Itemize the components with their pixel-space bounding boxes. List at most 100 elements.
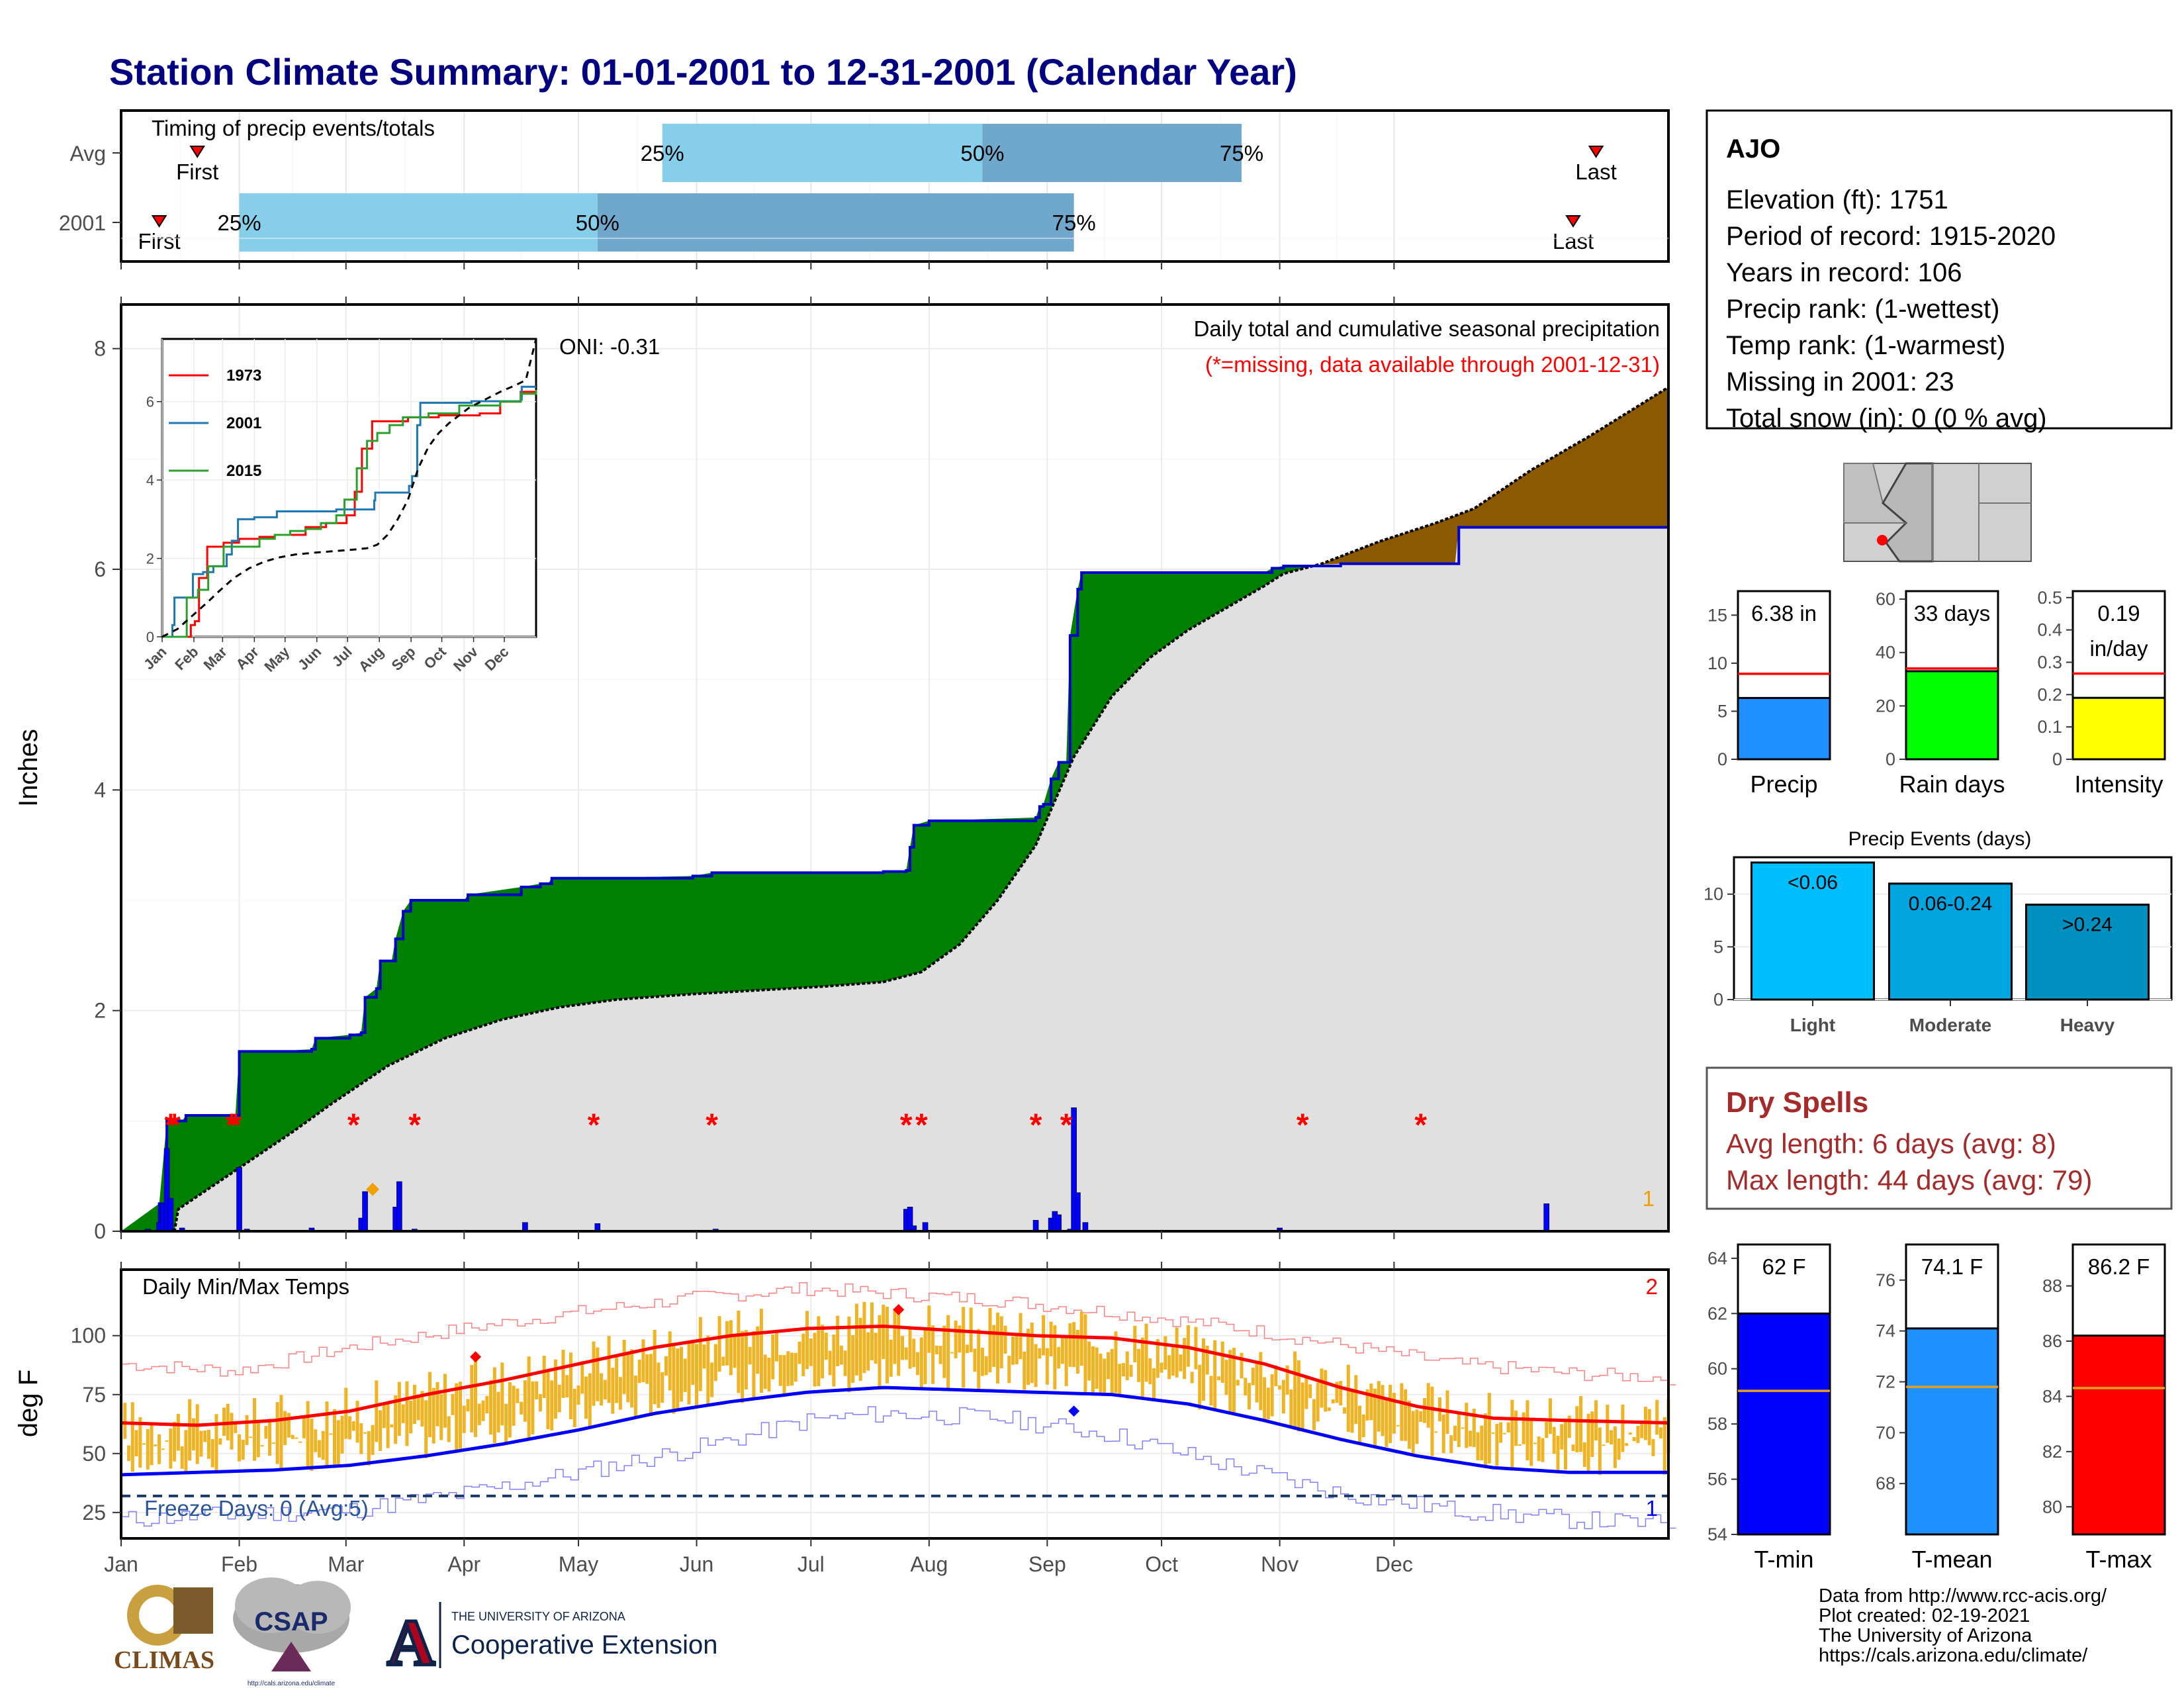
- daily-temp-bar: [1224, 1360, 1228, 1395]
- daily-temp-bar: [1659, 1427, 1662, 1438]
- inset-series-line: [162, 389, 537, 638]
- daily-temp-bar: [371, 1425, 375, 1456]
- daily-temp-bar: [1163, 1336, 1167, 1370]
- daily-temp-bar: [516, 1388, 520, 1403]
- summary-ytick-label: 62: [1707, 1303, 1727, 1323]
- precip-title: Daily total and cumulative seasonal prec…: [1194, 316, 1660, 341]
- daily-temp-bar: [1125, 1351, 1129, 1381]
- station-info-line: Temp rank: (1-warmest): [1726, 331, 2005, 360]
- events-category-label: Moderate: [1909, 1015, 1991, 1035]
- daily-temp-bar: [1129, 1364, 1133, 1377]
- daily-temp-bar: [729, 1320, 733, 1376]
- daily-temp-bar: [980, 1347, 984, 1376]
- daily-temp-bar: [1209, 1376, 1213, 1406]
- first-label: First: [138, 229, 181, 254]
- daily-temp-bar: [1072, 1322, 1076, 1368]
- daily-temp-bar: [1152, 1368, 1156, 1400]
- daily-temp-bar: [1118, 1364, 1122, 1395]
- daily-temp-bar: [203, 1430, 207, 1442]
- summary-ytick-label: 88: [2042, 1276, 2062, 1296]
- daily-temp-bar: [1510, 1399, 1514, 1470]
- deficit-area: [1321, 387, 1668, 565]
- daily-temp-bar: [485, 1395, 489, 1414]
- inset-ytick-label: 2: [146, 551, 154, 567]
- daily-temp-bar: [428, 1372, 432, 1438]
- daily-temp-bar: [702, 1344, 706, 1369]
- daily-temp-bar: [1312, 1399, 1316, 1430]
- ua-big-text: Cooperative Extension: [451, 1630, 717, 1660]
- summary-value-label: 62 F: [1762, 1254, 1805, 1279]
- daily-temp-bar: [912, 1338, 916, 1368]
- daily-temp-bar: [310, 1419, 314, 1472]
- daily-temp-bar: [797, 1341, 801, 1364]
- daily-temp-bar: [1213, 1340, 1217, 1410]
- daily-temp-bar: [633, 1376, 637, 1417]
- month-label: Sep: [1028, 1552, 1066, 1576]
- daily-temp-bar: [1662, 1417, 1666, 1475]
- daily-temp-bar: [1099, 1353, 1103, 1393]
- month-label: Oct: [1145, 1552, 1178, 1576]
- month-label: May: [559, 1552, 598, 1576]
- daily-temp-bar: [1201, 1338, 1205, 1401]
- page-title: Station Climate Summary: 01-01-2001 to 1…: [109, 51, 1297, 93]
- credits: Data from http://www.rcc-acis.org/Plot c…: [1819, 1585, 2107, 1666]
- climas-emblem-inner: [139, 1597, 176, 1634]
- daily-temp-bar: [1590, 1411, 1594, 1457]
- daily-temp-bar: [1560, 1424, 1564, 1450]
- daily-temp-bar: [287, 1413, 291, 1438]
- daily-temp-bar: [999, 1316, 1003, 1369]
- timing-bar-25-50: [662, 124, 983, 182]
- daily-temp-bar: [1396, 1425, 1400, 1427]
- daily-temp-bar: [801, 1333, 805, 1376]
- csap-cloud-right: [285, 1581, 351, 1634]
- precip-ytick-label: 8: [94, 337, 106, 361]
- daily-temp-bar: [298, 1441, 302, 1443]
- daily-temp-bar: [839, 1345, 843, 1365]
- daily-temp-bar: [1586, 1413, 1590, 1474]
- daily-temp-bar: [1091, 1346, 1095, 1393]
- summary-ytick-label: 84: [2042, 1386, 2062, 1406]
- daily-temp-bar: [1537, 1436, 1541, 1462]
- daily-temp-bar: [683, 1358, 687, 1392]
- daily-precip-bar: [396, 1181, 402, 1232]
- last-marker: [1588, 146, 1604, 158]
- logos: CLIMAS CSAP http://cals.arizona.edu/clim…: [114, 1577, 717, 1687]
- daily-temp-bar: [520, 1401, 523, 1415]
- daily-temp-bar: [862, 1301, 866, 1374]
- precip-subtitle: (*=missing, data available through 2001-…: [1205, 352, 1660, 377]
- daily-temp-bar: [1449, 1435, 1453, 1454]
- daily-temp-bar: [123, 1403, 127, 1439]
- daily-temp-bar: [942, 1325, 946, 1378]
- daily-temp-bar: [759, 1309, 763, 1393]
- timing-pct-label: 25%: [641, 141, 684, 165]
- daily-temp-bar: [150, 1424, 154, 1466]
- daily-temp-bar: [523, 1380, 527, 1422]
- temp-ytick-label: 75: [82, 1383, 106, 1407]
- daily-temp-bar: [546, 1371, 550, 1430]
- summary-ytick-label: 64: [1707, 1248, 1727, 1268]
- temp-ytick-label: 25: [82, 1501, 106, 1524]
- daily-temp-bar: [1244, 1378, 1248, 1396]
- daily-temp-bar: [1625, 1443, 1629, 1446]
- daily-temp-bar: [238, 1434, 242, 1462]
- daily-temp-bar: [432, 1387, 435, 1444]
- daily-temp-bar: [146, 1429, 150, 1470]
- station-info-line: Period of record: 1915-2020: [1726, 222, 2056, 251]
- daily-temp-bar: [195, 1404, 199, 1464]
- daily-temp-bar: [1564, 1422, 1568, 1470]
- daily-temp-bar: [283, 1411, 287, 1446]
- daily-temp-bar: [934, 1345, 938, 1354]
- daily-temp-bar: [1281, 1380, 1285, 1414]
- daily-temp-bar: [379, 1410, 383, 1451]
- daily-temp-bar: [771, 1335, 775, 1380]
- daily-temp-bar: [908, 1327, 912, 1369]
- dry-spells-avg: Avg length: 6 days (avg: 8): [1726, 1128, 2056, 1159]
- daily-temp-bar: [500, 1362, 504, 1426]
- events-bar-label: <0.06: [1788, 872, 1838, 894]
- daily-temp-bar: [1453, 1425, 1457, 1441]
- daily-temp-bar: [992, 1325, 996, 1367]
- daily-temp-bar: [1297, 1360, 1300, 1432]
- daily-temp-bar: [130, 1402, 134, 1472]
- dry-spells-title: Dry Spells: [1726, 1086, 1868, 1119]
- daily-temp-bar: [641, 1339, 645, 1382]
